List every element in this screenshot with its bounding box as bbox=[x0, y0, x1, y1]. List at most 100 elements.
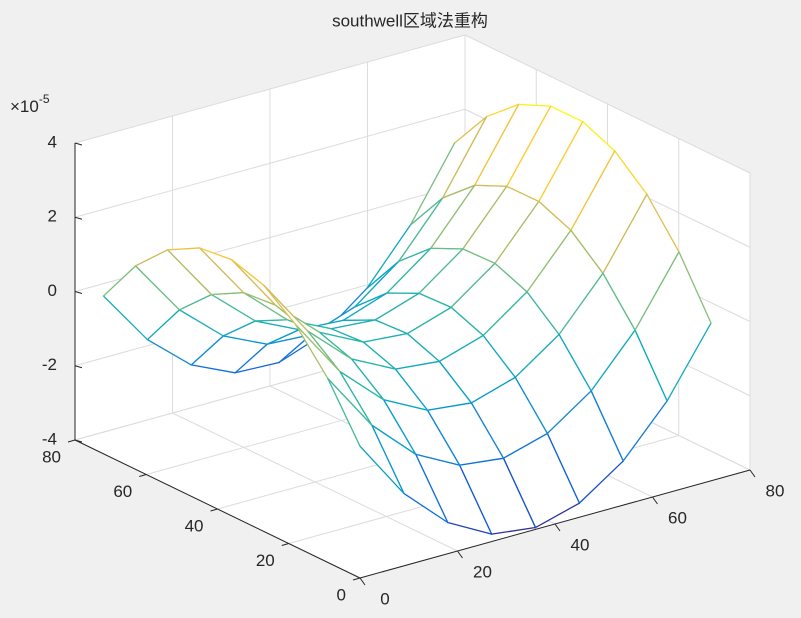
mesh-edge bbox=[558, 272, 604, 336]
mesh-edge bbox=[426, 402, 473, 411]
mesh-face bbox=[451, 263, 528, 336]
z-tick-label: 0 bbox=[48, 281, 57, 300]
mesh-edge bbox=[462, 185, 508, 250]
mesh-edge bbox=[458, 464, 493, 535]
mesh-edge bbox=[447, 521, 493, 535]
mesh-edge bbox=[514, 376, 548, 435]
mesh-edge bbox=[634, 251, 680, 331]
mesh-face bbox=[427, 402, 504, 466]
y-tick-label: 80 bbox=[42, 447, 61, 466]
mesh-edge bbox=[222, 335, 268, 345]
mesh-face bbox=[387, 248, 463, 294]
mesh-face bbox=[407, 307, 484, 362]
mesh-edge bbox=[199, 247, 245, 294]
mesh-edge bbox=[231, 259, 265, 286]
mesh-face bbox=[395, 361, 472, 411]
mesh-edge bbox=[350, 358, 385, 401]
mesh-face bbox=[327, 378, 404, 494]
y-tick bbox=[352, 577, 361, 581]
mesh-edge bbox=[409, 197, 444, 226]
mesh-edge bbox=[438, 360, 473, 404]
mesh-edge bbox=[558, 333, 592, 392]
mesh-edge bbox=[506, 105, 552, 187]
mesh-face bbox=[307, 331, 384, 400]
mesh-edge bbox=[254, 319, 289, 322]
mesh-face bbox=[354, 248, 431, 307]
mesh-edge bbox=[570, 150, 616, 231]
mesh-face bbox=[635, 251, 711, 401]
mesh-edge bbox=[622, 400, 668, 462]
mesh-face bbox=[295, 324, 372, 426]
mesh-face bbox=[410, 116, 487, 225]
mesh-edge bbox=[166, 249, 213, 296]
x-tick-label: 80 bbox=[766, 481, 785, 500]
mesh-face bbox=[351, 358, 428, 411]
mesh-face bbox=[398, 185, 475, 262]
z-tick bbox=[74, 439, 83, 443]
mesh-edge bbox=[242, 291, 289, 321]
mesh-edge bbox=[354, 292, 388, 308]
x-tick bbox=[457, 550, 463, 559]
mesh-face bbox=[191, 335, 268, 373]
mesh-edge bbox=[458, 457, 505, 466]
mesh-face bbox=[371, 425, 448, 523]
mesh-edge bbox=[366, 260, 400, 290]
mesh-edge bbox=[394, 368, 429, 411]
x-tick bbox=[359, 577, 366, 586]
mesh-face bbox=[419, 248, 495, 308]
mesh-face bbox=[471, 377, 548, 459]
mesh-edge bbox=[386, 247, 432, 294]
mesh-edge bbox=[350, 358, 397, 370]
mesh-edge bbox=[398, 197, 444, 262]
mesh-edge bbox=[474, 184, 508, 187]
mesh-face bbox=[570, 150, 647, 274]
mesh-edge bbox=[342, 292, 388, 322]
mesh-edge bbox=[134, 265, 181, 311]
mesh-face bbox=[506, 106, 583, 202]
mesh-face bbox=[167, 247, 244, 295]
mesh-edge bbox=[199, 247, 233, 261]
mesh-edge bbox=[403, 492, 449, 524]
mesh-edge bbox=[382, 399, 417, 455]
mesh-edge bbox=[102, 265, 137, 297]
mesh-edge bbox=[362, 341, 397, 370]
mesh-edge bbox=[102, 295, 149, 341]
mesh-face bbox=[223, 320, 300, 345]
x-tick bbox=[554, 523, 561, 532]
mesh-edge bbox=[430, 247, 464, 250]
mesh-edge bbox=[394, 360, 440, 370]
z-tick-label: -4 bbox=[42, 429, 57, 448]
mesh-edge bbox=[666, 322, 712, 402]
z-exponent-power: -5 bbox=[39, 92, 50, 106]
y-tick bbox=[281, 543, 289, 546]
mesh-face bbox=[527, 230, 603, 335]
mesh-face bbox=[179, 294, 256, 336]
y-tick bbox=[139, 474, 147, 477]
mesh-edge bbox=[190, 335, 224, 366]
mesh-edge bbox=[210, 293, 257, 322]
mesh-edge bbox=[222, 320, 257, 337]
mesh-edge bbox=[254, 320, 300, 331]
mesh-edge bbox=[485, 103, 520, 118]
mesh-edge bbox=[450, 262, 496, 309]
mesh-edge bbox=[406, 332, 440, 363]
grid-line bbox=[74, 34, 466, 144]
y-tick-label: 0 bbox=[337, 585, 346, 604]
y-tick bbox=[67, 439, 76, 443]
mesh-edge bbox=[494, 262, 528, 293]
mesh-edge bbox=[482, 334, 516, 379]
mesh-face bbox=[591, 330, 668, 461]
mesh-face bbox=[135, 249, 212, 310]
mesh-edge bbox=[418, 248, 464, 295]
x-tick bbox=[652, 496, 658, 505]
mesh-face bbox=[363, 333, 440, 370]
mesh-edge bbox=[327, 378, 361, 447]
mesh-face bbox=[366, 197, 443, 289]
mesh-edge bbox=[590, 329, 636, 392]
mesh-edge bbox=[339, 370, 373, 426]
mesh-face bbox=[263, 285, 340, 372]
mesh-edge bbox=[234, 343, 268, 374]
mesh-face bbox=[211, 292, 288, 321]
z-tick bbox=[74, 291, 83, 294]
